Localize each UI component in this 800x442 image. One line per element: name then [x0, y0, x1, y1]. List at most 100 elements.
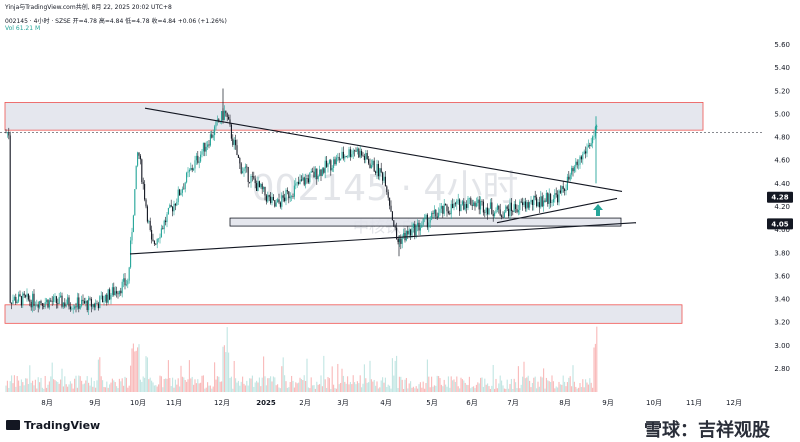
candle-body — [82, 299, 84, 302]
candle-body — [466, 204, 468, 208]
volume-bar — [568, 377, 570, 392]
volume-bar — [404, 379, 406, 392]
volume-bar — [449, 387, 451, 392]
tradingview-logo-icon — [6, 420, 20, 430]
volume-bar — [187, 379, 189, 392]
volume-bar — [74, 378, 76, 392]
volume-bar — [11, 375, 13, 392]
candle-body — [538, 202, 540, 208]
candle-body — [68, 297, 70, 307]
volume-bar — [30, 382, 32, 392]
candle-body — [102, 295, 104, 303]
volume-bar — [393, 375, 395, 392]
volume-bar — [397, 388, 399, 392]
candle-body — [326, 160, 328, 167]
volume-bar — [547, 380, 549, 392]
tradingview-logo[interactable]: TradingView — [6, 419, 100, 432]
candle-body — [328, 160, 330, 164]
candle-body — [125, 284, 127, 286]
volume-bar — [589, 378, 591, 392]
volume-bar — [341, 368, 343, 392]
volume-bar — [229, 377, 231, 392]
candle-body — [19, 294, 21, 297]
candle-body — [541, 196, 543, 207]
volume-bar — [141, 381, 143, 392]
volume-bar — [103, 386, 105, 392]
candle-body — [447, 211, 449, 214]
volume-bar — [120, 381, 122, 392]
volume-bar — [72, 388, 74, 392]
candle-body — [195, 155, 197, 161]
candle-body — [489, 202, 491, 209]
candle-body — [545, 193, 547, 202]
volume-bar — [5, 385, 7, 392]
candle-body — [58, 297, 60, 304]
volume-bar — [184, 380, 186, 392]
candle-body — [300, 179, 302, 181]
volume-bar — [463, 380, 465, 392]
candle-body — [120, 290, 122, 294]
volume-bar — [485, 384, 487, 392]
volume-bar — [201, 375, 203, 392]
candle-body — [123, 278, 125, 282]
candle-body — [162, 228, 164, 230]
candle-body — [394, 226, 396, 228]
candle-body — [230, 124, 232, 139]
candle-body — [526, 202, 528, 209]
volume-bar — [344, 381, 346, 392]
volume-bar — [324, 379, 326, 392]
volume-bar — [244, 385, 246, 392]
volume-bar — [415, 386, 417, 392]
volume-bar — [578, 387, 580, 392]
candle-body — [184, 182, 186, 189]
volume-bar — [270, 376, 272, 392]
candle-body — [354, 150, 356, 152]
volume-bar — [197, 379, 199, 392]
volume-bar — [334, 388, 336, 392]
candle-body — [209, 134, 211, 146]
volume-bar — [359, 375, 361, 392]
time-tick-label: 10月 — [646, 399, 662, 407]
volume-bar — [319, 384, 321, 392]
candle-body — [13, 296, 15, 301]
price-tick-label: 4.60 — [774, 157, 790, 165]
volume-label: Vol 61.21 M — [5, 25, 41, 32]
candle-body — [226, 113, 228, 117]
volume-bar — [137, 347, 139, 392]
candle-body — [251, 176, 253, 177]
volume-bar — [410, 381, 412, 392]
volume-bar — [254, 382, 256, 392]
candle-body — [166, 214, 168, 223]
candle-body — [362, 155, 364, 157]
candle-body — [103, 301, 105, 303]
volume-bar — [96, 380, 98, 392]
candle-body — [303, 177, 305, 185]
candle-body — [71, 308, 73, 310]
candle-body — [165, 220, 167, 223]
volume-bar — [180, 365, 182, 392]
candle-body — [261, 183, 263, 190]
volume-bar — [338, 384, 340, 392]
volume-bar — [225, 352, 227, 392]
candle-body — [543, 200, 545, 207]
volume-bar — [307, 387, 309, 392]
candle-body — [482, 201, 484, 213]
volume-bar — [165, 378, 167, 392]
volume-bar — [551, 375, 553, 392]
price-zone — [4, 304, 683, 324]
volume-bar — [368, 382, 370, 392]
candle-body — [403, 233, 405, 238]
volume-bar — [289, 382, 291, 392]
volume-bar — [298, 382, 300, 392]
candle-body — [373, 160, 375, 172]
candle-body — [405, 231, 407, 241]
volume-bar — [188, 360, 190, 392]
candle-body — [86, 300, 88, 311]
volume-bar — [314, 388, 316, 392]
candle-body — [93, 304, 95, 308]
volume-bar — [377, 388, 379, 392]
candle-body — [265, 195, 267, 202]
volume-bar — [85, 380, 87, 392]
volume-bar — [142, 376, 144, 392]
